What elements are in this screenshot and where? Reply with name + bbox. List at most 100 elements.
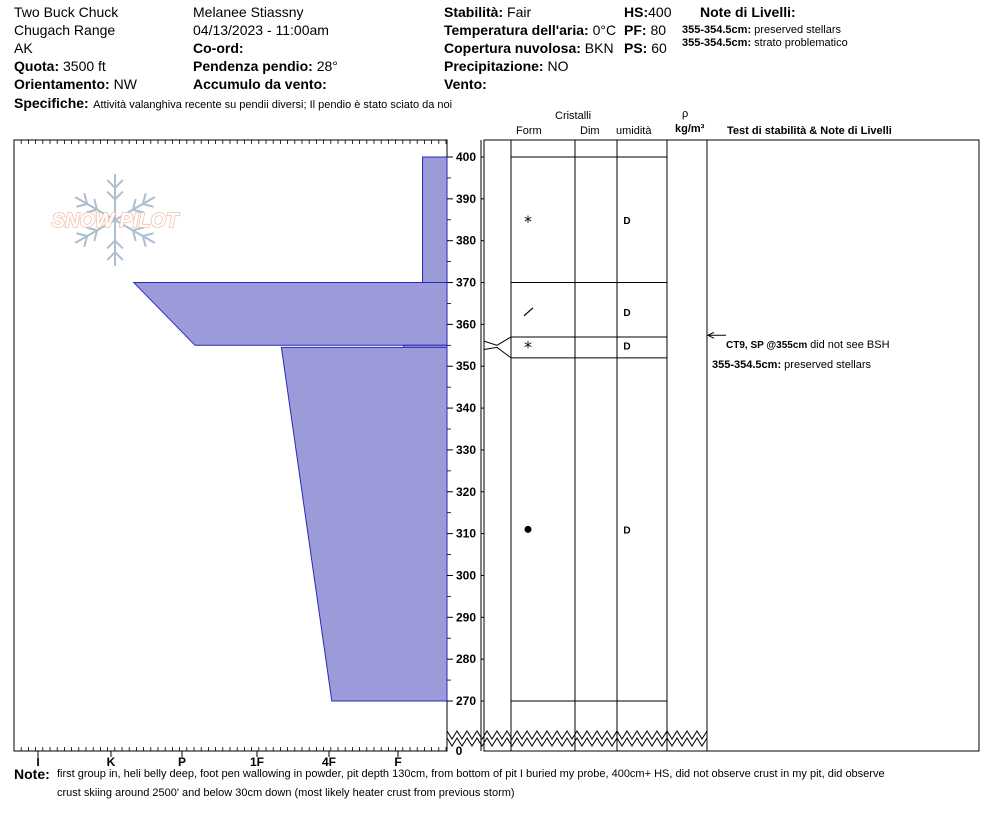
specifics-value: Attività valanghiva recente su pendii di… [93,99,453,111]
hardness-profile-layers [132,156,448,702]
grain-form-4 [524,525,532,533]
observer-name: Melanee Stiassny [193,4,304,20]
snowpilot-logo: SNOW PILOT [51,174,181,266]
precip-value: NO [547,58,569,74]
height-label-380: 380 [456,234,476,248]
pf-field: PF: 80 [624,23,666,37]
air-temp-field: Temperatura dell'aria: 0°C [444,23,616,37]
test-column-frame [706,139,980,752]
hardness-label-i: I [36,755,39,769]
hs-value: 400 [648,4,672,20]
hardness-layer-1 [422,156,448,284]
precip-label: Precipitazione: [444,58,544,74]
snowflake-arm [74,196,116,221]
density-symbol: ρ [682,108,689,120]
snowflake-branch [106,251,116,261]
snowflake-branch [93,230,99,242]
layer-marks: * D D * D D [523,212,631,536]
aspect-label: Orientamento: [14,76,110,92]
hardness-label-k: K [107,755,116,769]
height-axis: 400 390 380 370 360 350 340 330 320 310 300 290 280 2… [447,140,484,758]
cloud-cover-field: Copertura nuvolosa: BKN [444,41,614,55]
test-result: CT9, SP @355cm did not see BSH [726,340,890,351]
snowflake-branch [86,226,98,232]
test-marker [706,331,726,339]
precip-field: Precipitazione: NO [444,59,568,73]
snowflake-branch [76,202,88,208]
axis-break [446,730,708,747]
air-temp-value: 0°C [592,22,617,38]
slope-value: 28° [316,58,338,74]
axis-break-zigzag [446,737,708,747]
snowflake-branch [141,235,147,247]
slope-field: Pendenza pendio: 28° [193,59,338,73]
hardness-layer-2 [132,282,448,346]
form-heading: Form [516,125,542,137]
hardness-label-1f: 1F [250,755,264,769]
tests-heading: Test di stabilità & Note di Livelli [727,125,892,137]
snowflake-arm [74,219,116,244]
wetness-4: D [623,525,630,536]
snowflake-arm [114,219,156,244]
snowflake-branch [83,193,89,205]
pf-value: 80 [650,22,667,38]
test-result-code: CT9, SP @355cm [726,340,808,351]
stability-label: Stabilità: [444,4,504,20]
grain-form-1: * [524,212,532,231]
grain-form-2 [523,307,534,317]
size-heading: Dim [580,125,600,137]
height-break-label: 0 [456,744,463,758]
pf-label: PF: [624,22,647,38]
snowflake-icon [74,174,156,266]
layer-connector-bottom [483,346,512,359]
snowflake-branch [106,239,116,250]
wetness-2: D [623,308,630,319]
test-layer-note: 355-354.5cm: preserved stellars [712,360,871,371]
snowflake-branch [93,198,99,210]
snowflake-branch [132,208,144,214]
grain-form-3: * [524,337,532,356]
height-label-290: 290 [456,610,476,624]
height-label-320: 320 [456,485,476,499]
snowflake-branch [114,179,124,189]
wetness-3: D [623,341,630,352]
height-label-300: 300 [456,568,476,582]
wind-loading-label: Accumulo da vento: [193,76,327,92]
layer-note-1-text: preserved stellars [754,24,841,36]
height-label-280: 280 [456,652,476,666]
snowflake-branch [106,190,116,201]
cloud-cover-value: BKN [584,40,614,56]
layer-note-2: 355-354.5cm: strato problematico [682,38,848,49]
slope-label: Pendenza pendio: [193,58,313,74]
test-arrow-head [706,331,715,339]
elevation-label: Quota: [14,58,60,74]
axis-break-zigzag [446,730,708,740]
hardness-minor-ticks [13,140,447,751]
aspect-value: NW [113,76,137,92]
notes-line-2: crust skiing around 2500' and below 30cm… [57,787,515,799]
specifics-label: Specifiche: [14,95,89,111]
hardness-axis: I K P 1F 4F F [36,751,402,769]
snowflake-branch [114,251,124,261]
ps-value: 60 [651,40,667,56]
notes-label: Note: [14,766,50,782]
state-name: AK [14,40,33,56]
height-label-270: 270 [456,694,476,708]
test-result-text: did not see BSH [810,339,890,351]
cloud-cover-label: Copertura nuvolosa: [444,40,581,56]
ps-label: PS: [624,40,648,56]
snowflake-branch [114,239,124,250]
wetness-1: D [623,216,630,227]
crystals-heading: Cristalli [555,110,592,122]
layer-note-1-range: 355-354.5cm: [682,24,752,36]
snowflake-branch [76,232,88,238]
snowpilot-logo-text: SNOW PILOT [52,210,180,232]
coord-label: Co-ord: [193,40,244,56]
hs-label: HS: [624,4,649,20]
height-label-390: 390 [456,192,476,206]
aspect-field: Orientamento: NW [14,77,137,91]
layer-note-1: 355-354.5cm: preserved stellars [682,25,841,36]
snowflake-branch [114,190,124,201]
layer-notes-title: Note di Livelli: [700,4,796,20]
